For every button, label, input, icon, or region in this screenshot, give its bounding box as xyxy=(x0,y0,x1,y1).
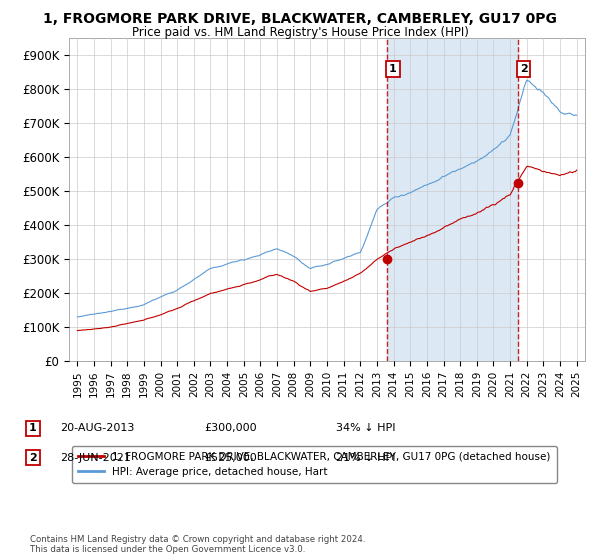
Text: 2: 2 xyxy=(520,64,527,74)
Text: 1: 1 xyxy=(29,423,37,433)
Text: 2: 2 xyxy=(29,452,37,463)
Bar xyxy=(388,38,518,361)
Text: 28-JUN-2021: 28-JUN-2021 xyxy=(60,452,131,463)
Text: Contains HM Land Registry data © Crown copyright and database right 2024.: Contains HM Land Registry data © Crown c… xyxy=(30,535,365,544)
Text: £525,000: £525,000 xyxy=(204,452,257,463)
Text: 1: 1 xyxy=(389,64,397,74)
Text: 20-AUG-2013: 20-AUG-2013 xyxy=(60,423,134,433)
Text: 21% ↓ HPI: 21% ↓ HPI xyxy=(336,452,395,463)
Text: This data is licensed under the Open Government Licence v3.0.: This data is licensed under the Open Gov… xyxy=(30,545,305,554)
Text: 34% ↓ HPI: 34% ↓ HPI xyxy=(336,423,395,433)
Legend: 1, FROGMORE PARK DRIVE, BLACKWATER, CAMBERLEY, GU17 0PG (detached house), HPI: A: 1, FROGMORE PARK DRIVE, BLACKWATER, CAMB… xyxy=(71,446,557,483)
Text: Price paid vs. HM Land Registry's House Price Index (HPI): Price paid vs. HM Land Registry's House … xyxy=(131,26,469,39)
Text: £300,000: £300,000 xyxy=(204,423,257,433)
Text: 1, FROGMORE PARK DRIVE, BLACKWATER, CAMBERLEY, GU17 0PG: 1, FROGMORE PARK DRIVE, BLACKWATER, CAMB… xyxy=(43,12,557,26)
